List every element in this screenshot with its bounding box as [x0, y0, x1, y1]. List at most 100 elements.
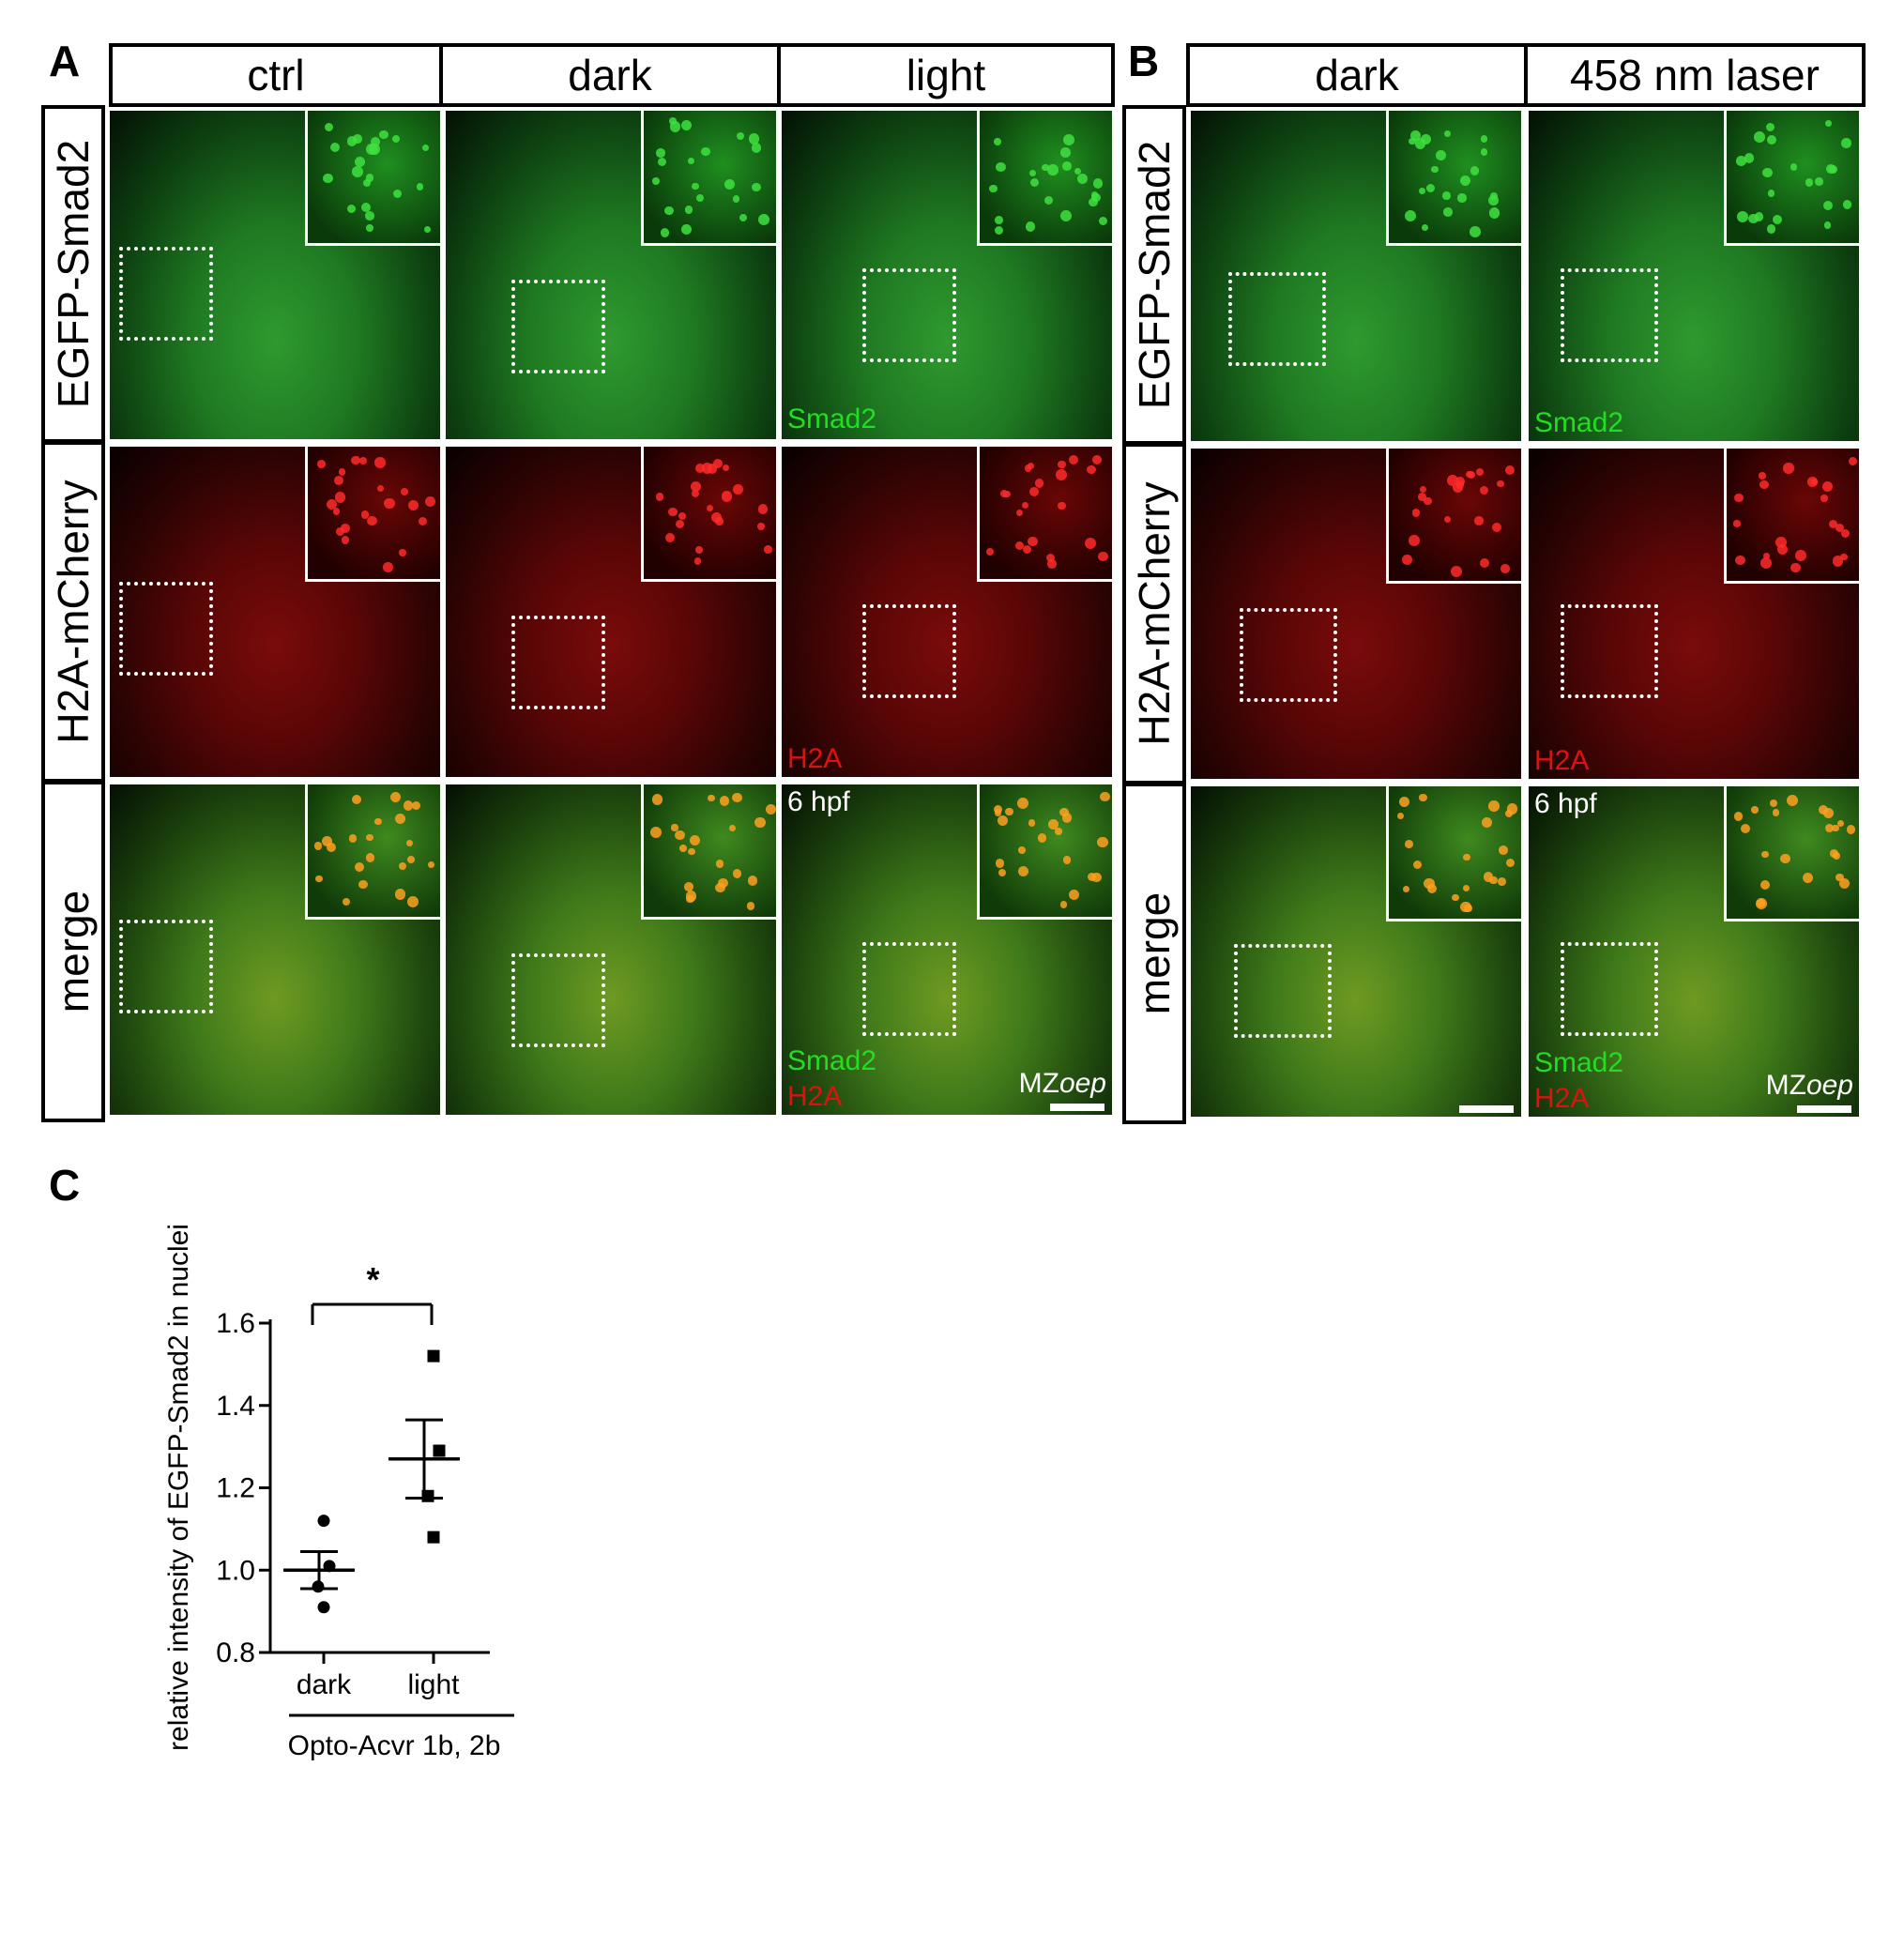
nucleus-dot — [334, 492, 346, 503]
nucleus-dot — [1840, 553, 1848, 561]
nucleus-dot — [995, 859, 1005, 869]
data-point-light — [427, 1349, 440, 1363]
nucleus-dot — [679, 845, 687, 852]
roi-box — [1240, 608, 1337, 702]
roi-box — [1234, 944, 1332, 1038]
nucleus-dot — [1479, 485, 1489, 495]
nucleus-dot — [1506, 858, 1516, 868]
nucleus-dot — [712, 459, 723, 469]
nucleus-dot — [323, 173, 333, 183]
nucleus-dot — [715, 882, 725, 893]
nucleus-dot — [721, 491, 733, 502]
nucleus-dot — [1777, 543, 1789, 555]
nucleus-dot — [1058, 501, 1066, 510]
nucleus-dot — [684, 882, 694, 892]
inset-zoom — [640, 447, 776, 583]
nucleus-dot — [317, 460, 326, 468]
panel-a-row-merge: merge — [41, 781, 105, 1122]
channel-label-h2a: H2A — [787, 743, 843, 774]
genotype-label: MZoep — [1019, 1068, 1106, 1100]
nucleus-dot — [764, 544, 772, 554]
nucleus-dot — [686, 894, 694, 904]
nucleus-dot — [360, 202, 371, 212]
nucleus-dot — [349, 834, 358, 843]
nucleus-dot — [1787, 795, 1799, 807]
nucleus-dot — [1028, 486, 1039, 497]
nucleus-dot — [326, 498, 338, 510]
nucleus-dot — [406, 855, 415, 863]
nucleus-dot — [1069, 889, 1080, 900]
panel-a-row-egfp-smad2: EGFP-Smad2 — [41, 105, 105, 443]
nucleus-dot — [719, 796, 730, 806]
nucleus-dot — [1790, 562, 1801, 573]
nucleus-dot — [1097, 836, 1108, 847]
nucleus-dot — [1498, 876, 1506, 886]
nucleus-dot — [403, 800, 414, 811]
nucleus-dot — [1418, 492, 1426, 501]
nucleus-dot — [1059, 901, 1068, 908]
y-tick-label: 0.8 — [216, 1637, 255, 1668]
nucleus-dot — [1085, 538, 1097, 550]
nucleus-dot — [1443, 207, 1453, 217]
channel-label-smad2: Smad2 — [787, 404, 877, 434]
channel-label-h2a: H2A — [787, 1081, 843, 1112]
nucleus-dot — [660, 228, 670, 237]
nucleus-dot — [1838, 877, 1851, 889]
nucleus-dot — [707, 505, 714, 512]
nucleus-dot — [989, 184, 998, 193]
nucleus-dot — [1098, 552, 1108, 562]
nucleus-dot — [407, 895, 419, 907]
nucleus-dot — [1818, 805, 1828, 815]
nucleus-dot — [1735, 555, 1745, 565]
nucleus-dot — [322, 835, 332, 846]
nucleus-dot — [1488, 800, 1500, 812]
genotype-label: MZoep — [1766, 1070, 1853, 1102]
nucleus-dot — [1775, 536, 1788, 548]
nucleus-dot — [695, 193, 704, 202]
nucleus-dot — [1022, 545, 1031, 555]
nucleus-dot — [751, 143, 762, 153]
nucleus-dot — [1062, 813, 1073, 823]
nucleus-dot — [326, 842, 337, 853]
nucleus-dot — [995, 226, 1004, 236]
nucleus-dot — [1420, 485, 1427, 493]
panel-b-header-laser: 458 nm laser — [1524, 43, 1866, 107]
nucleus-dot — [1414, 138, 1426, 150]
nucleus-dot — [418, 517, 428, 526]
inset-zoom — [1385, 449, 1521, 585]
nucleus-dot — [671, 824, 678, 831]
inset-zoom — [304, 784, 440, 921]
panel-label-a: A — [49, 37, 81, 85]
data-point-light — [427, 1530, 440, 1544]
nucleus-dot — [1034, 479, 1044, 488]
inset-zoom — [304, 111, 440, 246]
nucleus-dot — [369, 144, 380, 155]
inset-zoom — [976, 111, 1112, 246]
nucleus-dot — [1499, 845, 1509, 855]
nucleus-dot — [1099, 216, 1108, 226]
nucleus-dot — [382, 561, 393, 572]
nucleus-dot — [657, 157, 667, 166]
nucleus-dot — [1810, 479, 1818, 486]
nucleus-dot — [757, 523, 765, 531]
nucleus-dot — [329, 142, 340, 152]
nucleus-dot — [701, 146, 710, 156]
panel-label-c: C — [49, 1161, 81, 1210]
nucleus-dot — [315, 875, 323, 883]
nucleus-dot — [1398, 796, 1409, 807]
nucleus-dot — [1028, 536, 1038, 547]
image-a-ctrl-smad2 — [110, 111, 440, 439]
nucleus-dot — [732, 792, 742, 803]
nucleus-dot — [1480, 135, 1488, 143]
nucleus-dot — [1062, 134, 1074, 146]
nucleus-dot — [1029, 177, 1039, 187]
nucleus-dot — [693, 556, 702, 565]
nucleus-dot — [752, 183, 761, 192]
nucleus-dot — [1047, 559, 1058, 569]
nucleus-dot — [1460, 901, 1471, 912]
nucleus-dot — [1751, 806, 1759, 814]
nucleus-dot — [758, 213, 769, 225]
nucleus-dot — [1412, 509, 1421, 517]
panel-a-row-h2a-mcherry: H2A-mCherry — [41, 441, 105, 783]
nucleus-dot — [1835, 873, 1844, 882]
